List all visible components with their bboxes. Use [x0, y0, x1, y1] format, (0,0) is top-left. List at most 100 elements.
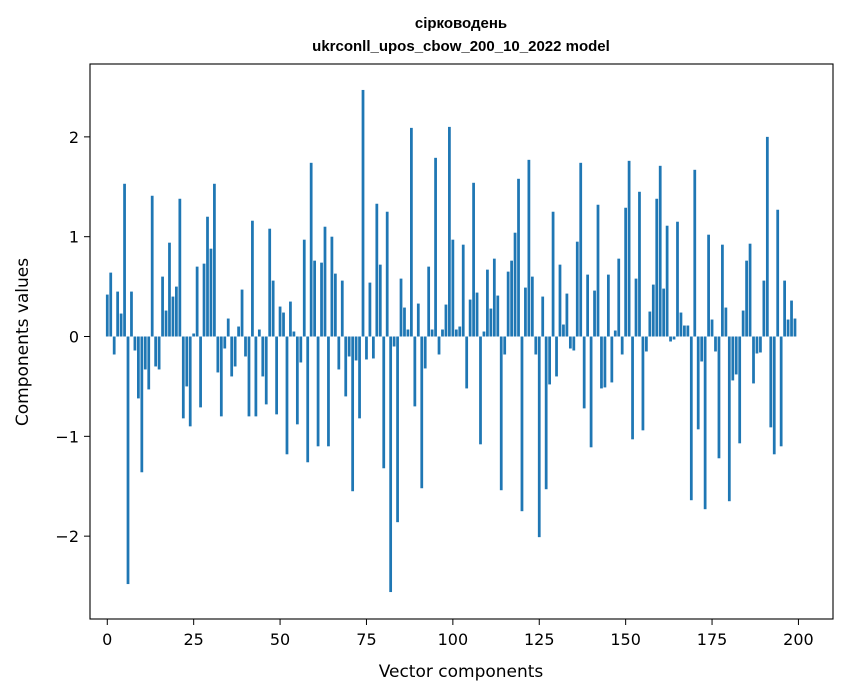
- bar-124: [534, 336, 538, 355]
- bar-46: [264, 336, 268, 405]
- bar-184: [741, 310, 745, 337]
- bar-45: [261, 336, 265, 377]
- bar-69: [344, 336, 348, 397]
- bar-16: [161, 276, 164, 337]
- bar-64: [327, 336, 330, 447]
- y-axis-ticks: −2 −1 0 1 2: [55, 128, 90, 546]
- bar-68: [340, 280, 344, 337]
- bar-9: [137, 336, 140, 399]
- bar-89: [413, 336, 417, 407]
- bar-59: [309, 162, 313, 337]
- bar-139: [586, 274, 590, 337]
- bar-76: [368, 282, 372, 337]
- bar-96: [437, 336, 441, 355]
- bar-164: [672, 336, 676, 340]
- bar-196: [783, 280, 786, 337]
- bar-54: [292, 331, 296, 337]
- bar-177: [717, 336, 721, 459]
- bar-174: [707, 234, 710, 337]
- bar-146: [610, 336, 614, 383]
- y-tick-label-1: −1: [55, 427, 79, 446]
- bar-61: [316, 336, 320, 447]
- bar-101: [454, 329, 458, 337]
- bar-169: [689, 336, 693, 501]
- bar-131: [558, 264, 562, 337]
- bar-73: [358, 336, 361, 419]
- bar-33: [219, 336, 223, 417]
- bar-32: [216, 336, 220, 373]
- bar-84: [396, 336, 399, 523]
- bar-63: [323, 226, 327, 337]
- bar-8: [133, 336, 137, 351]
- bar-142: [596, 204, 600, 337]
- bar-144: [603, 336, 607, 388]
- bar-191: [765, 136, 769, 337]
- bar-161: [662, 288, 666, 337]
- bar-171: [696, 336, 700, 430]
- bar-12: [147, 336, 151, 390]
- bar-25: [192, 333, 196, 337]
- bar-88: [410, 127, 413, 337]
- bar-199: [793, 318, 797, 337]
- bar-30: [209, 248, 213, 337]
- bar-17: [164, 310, 168, 337]
- bar-179: [724, 307, 728, 337]
- bar-195: [779, 336, 783, 447]
- bar-91: [420, 336, 424, 489]
- bar-176: [714, 336, 717, 352]
- bar-114: [499, 336, 503, 491]
- bar-7: [130, 291, 133, 337]
- x-tick-label-6: 150: [610, 630, 641, 649]
- bar-11: [143, 336, 147, 370]
- bar-86: [403, 307, 406, 337]
- bar-167: [683, 325, 686, 337]
- bar-98: [444, 304, 448, 337]
- bar-92: [423, 336, 427, 369]
- bar-49: [275, 336, 278, 415]
- bar-93: [427, 266, 431, 337]
- bar-67: [337, 336, 341, 370]
- bar-4: [119, 313, 123, 337]
- bar-145: [606, 274, 610, 337]
- plot-area-frame: [89, 63, 834, 620]
- bar-97: [441, 329, 444, 337]
- bar-155: [641, 336, 645, 431]
- bar-40: [244, 336, 247, 357]
- bar-168: [686, 325, 690, 337]
- bar-183: [738, 336, 742, 444]
- bar-170: [693, 169, 697, 337]
- bar-160: [658, 165, 662, 337]
- bar-148: [617, 258, 621, 337]
- bar-77: [371, 336, 375, 359]
- bar-44: [257, 329, 261, 337]
- bar-129: [551, 211, 555, 337]
- bar-79: [378, 264, 382, 337]
- bar-3: [116, 291, 120, 337]
- bar-132: [562, 324, 565, 337]
- bar-189: [759, 336, 762, 353]
- bar-28: [202, 263, 206, 337]
- bar-137: [579, 162, 583, 337]
- bar-134: [568, 336, 572, 349]
- bar-31: [213, 183, 216, 337]
- bar-23: [185, 336, 189, 387]
- bar-108: [479, 336, 482, 445]
- y-axis-label: Components values: [13, 258, 33, 426]
- bar-190: [762, 280, 766, 337]
- bar-149: [620, 336, 624, 355]
- x-tick-label-5: 125: [524, 630, 555, 649]
- bar-90: [416, 303, 420, 337]
- bar-185: [745, 260, 748, 337]
- bar-22: [181, 336, 185, 419]
- bar-42: [251, 220, 254, 337]
- bar-83: [392, 336, 396, 347]
- y-tick-label-2: 0: [69, 328, 79, 347]
- bar-111: [489, 308, 493, 337]
- bar-186: [748, 243, 752, 337]
- bar-75: [365, 336, 368, 360]
- bar-151: [627, 160, 631, 337]
- bar-72: [354, 336, 358, 361]
- bar-198: [790, 300, 793, 337]
- bar-154: [638, 191, 641, 337]
